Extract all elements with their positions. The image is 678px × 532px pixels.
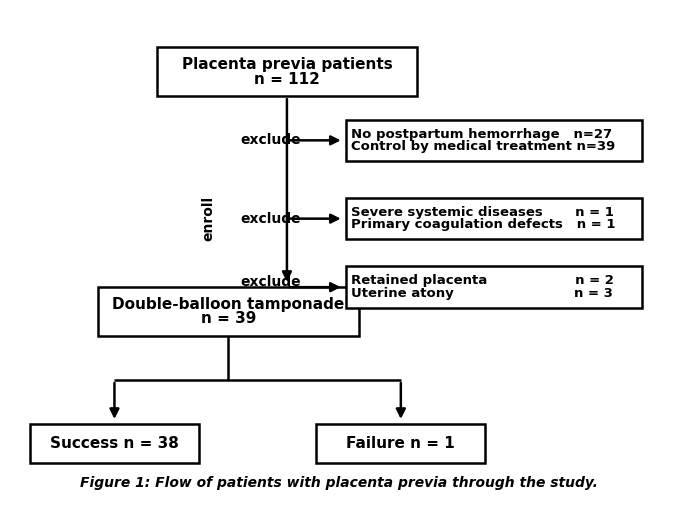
Bar xyxy=(157,47,417,96)
Text: Primary coagulation defects   n = 1: Primary coagulation defects n = 1 xyxy=(351,219,615,231)
Bar xyxy=(346,120,641,161)
Text: Placenta previa patients: Placenta previa patients xyxy=(182,57,393,72)
Bar xyxy=(346,267,641,308)
Bar xyxy=(346,198,641,239)
Bar xyxy=(30,424,199,463)
Text: Figure 1: Flow of patients with placenta previa through the study.: Figure 1: Flow of patients with placenta… xyxy=(80,476,598,491)
Text: exclude: exclude xyxy=(240,275,301,289)
Text: Control by medical treatment n=39: Control by medical treatment n=39 xyxy=(351,140,615,153)
Text: Uterine atony                          n = 3: Uterine atony n = 3 xyxy=(351,287,613,300)
Text: n = 112: n = 112 xyxy=(254,72,320,87)
Text: Severe systemic diseases       n = 1: Severe systemic diseases n = 1 xyxy=(351,206,614,219)
Text: Failure n = 1: Failure n = 1 xyxy=(346,436,455,451)
Bar xyxy=(98,287,359,336)
Text: exclude: exclude xyxy=(240,134,301,147)
Text: No postpartum hemorrhage   n=27: No postpartum hemorrhage n=27 xyxy=(351,128,612,140)
Text: Retained placenta                   n = 2: Retained placenta n = 2 xyxy=(351,275,614,287)
Text: exclude: exclude xyxy=(240,212,301,226)
Text: enroll: enroll xyxy=(202,196,216,241)
Text: Double-balloon tamponade: Double-balloon tamponade xyxy=(113,297,344,312)
Text: n = 39: n = 39 xyxy=(201,312,256,327)
Text: Success n = 38: Success n = 38 xyxy=(50,436,179,451)
Bar xyxy=(316,424,485,463)
